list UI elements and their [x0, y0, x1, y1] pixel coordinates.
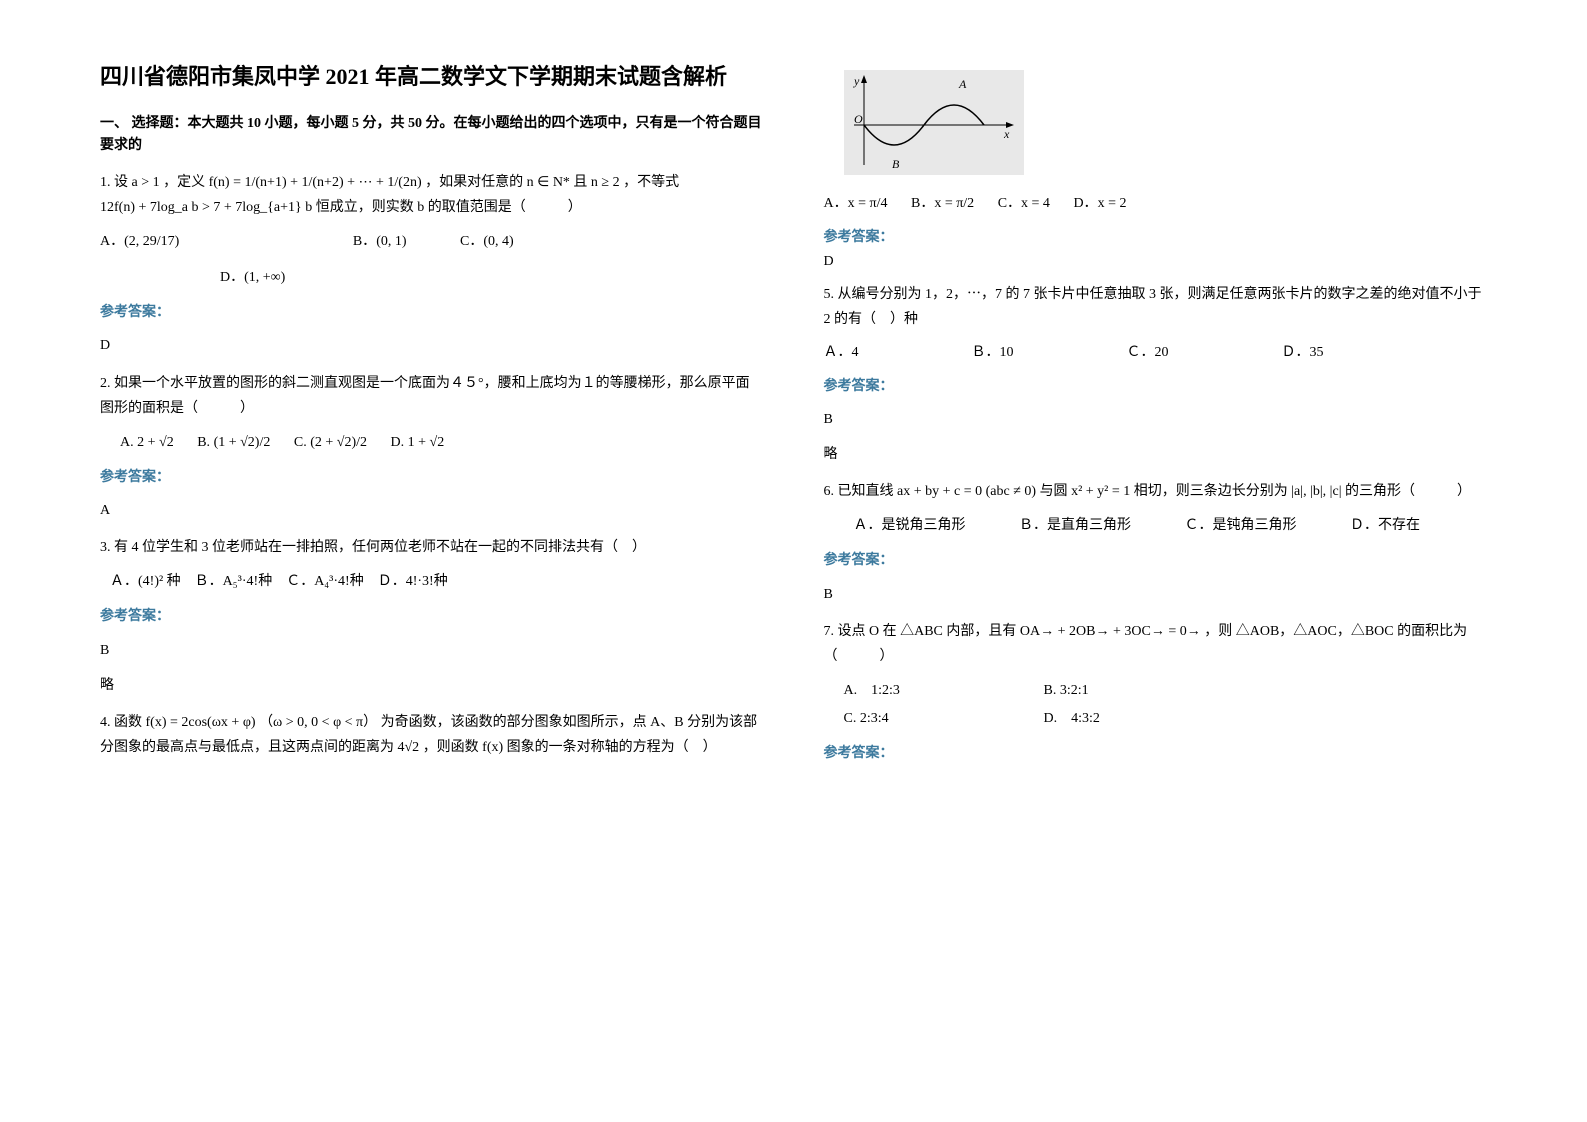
q1-optD: D．(1, +∞) [220, 270, 285, 285]
question-3: 3. 有 4 位学生和 3 位老师站在一排拍照，任何两位老师不站在一起的不同排法… [100, 535, 764, 698]
q7-optD: D. 4:3:2 [1044, 705, 1244, 733]
q6-line: ax + by + c = 0 (abc ≠ 0) [897, 484, 1036, 499]
q2-optB: B. (1 + √2)/2 [197, 429, 270, 457]
q6-circle: x² + y² = 1 [1071, 484, 1130, 499]
q6-mid2: 相切，则三条边长分别为 [1134, 484, 1288, 499]
sine-graph-svg: y x O A B [844, 70, 1024, 175]
q6-end: 的三角形（ ） [1345, 484, 1471, 499]
q7-options: A. 1:2:3 B. 3:2:1 C. 2:3:4 D. 4:3:2 [844, 677, 1244, 733]
q2-answer: A [100, 498, 764, 523]
q7-optB: B. 3:2:1 [1044, 677, 1244, 705]
q4-graph: y x O A B [844, 70, 1488, 180]
question-6: 6. 已知直线 ax + by + c = 0 (abc ≠ 0) 与圆 x² … [824, 479, 1488, 607]
q1-text: 1. 设 a > 1 ，定义 f(n) = 1/(n+1) + 1/(n+2) … [100, 170, 764, 195]
q2-text: 2. 如果一个水平放置的图形的斜二测直观图是一个底面为４５°，腰和上底均为１的等… [100, 371, 764, 421]
q6-optC: Ｃ．是钝角三角形 [1185, 512, 1297, 540]
page-container: 四川省德阳市集凤中学 2021 年高二数学文下学期期末试题含解析 一、 选择题：… [100, 60, 1487, 778]
answer-label: 参考答案： [824, 226, 1488, 246]
q6-optB: Ｂ．是直角三角形 [1019, 512, 1131, 540]
q1-mid3: ，不等式 [623, 175, 679, 190]
q4-dist: 4√2 [398, 740, 420, 755]
q5-options: Ａ．4 Ｂ．10 Ｃ．20 Ｄ．35 [824, 340, 1324, 365]
q4-answer: D [824, 254, 1488, 270]
q2-optC: C. (2 + √2)/2 [294, 429, 367, 457]
left-column: 四川省德阳市集凤中学 2021 年高二数学文下学期期末试题含解析 一、 选择题：… [100, 60, 764, 778]
q7-text: 7. 设点 O 在 △ABC 内部，且有 OA→ + 2OB→ + 3OC→ =… [824, 619, 1488, 669]
q1-pre: 1. 设 [100, 175, 128, 190]
q1-inequality-line: 12f(n) + 7log_a b > 7 + 7log_{a+1} b 恒成立… [100, 195, 764, 220]
answer-label: 参考答案： [100, 300, 764, 325]
q6-text: 6. 已知直线 ax + by + c = 0 (abc ≠ 0) 与圆 x² … [824, 479, 1488, 504]
answer-label: 参考答案： [824, 741, 1488, 766]
q6-pre: 6. 已知直线 [824, 484, 894, 499]
answer-label: 参考答案： [824, 374, 1488, 399]
answer-label: 参考答案： [100, 604, 764, 629]
q1-answer: D [100, 333, 764, 358]
document-title: 四川省德阳市集凤中学 2021 年高二数学文下学期期末试题含解析 [100, 60, 764, 93]
q2-options: A. 2 + √2 B. (1 + √2)/2 C. (2 + √2)/2 D.… [120, 429, 764, 457]
q4-cond: （ω > 0, 0 < φ < π） [259, 715, 377, 730]
q6-optA: Ａ．是锐角三角形 [854, 512, 966, 540]
q4-optB: B．x = π/2 [911, 190, 974, 218]
q6-sides: |a|, |b|, |c| [1291, 484, 1341, 499]
q2-optA: A. 2 + √2 [120, 429, 174, 457]
label-A: A [958, 77, 967, 91]
label-B: B [892, 157, 900, 171]
q3-answer: B [100, 638, 764, 663]
graph-bg [844, 70, 1024, 175]
q1-cond1: a > 1 [132, 175, 160, 190]
label-x: x [1003, 127, 1010, 141]
q1-inequality: 12f(n) + 7log_a b > 7 + 7log_{a+1} b [100, 200, 312, 215]
q6-answer: B [824, 582, 1488, 607]
q4-func: f(x) = 2cos(ωx + φ) [146, 715, 256, 730]
q4-pre: 4. 函数 [100, 715, 142, 730]
section-1-heading: 一、 选择题：本大题共 10 小题，每小题 5 分，共 50 分。在每小题给出的… [100, 113, 764, 158]
question-5: 5. 从编号分别为 1，2，⋯，7 的 7 张卡片中任意抽取 3 张，则满足任意… [824, 282, 1488, 467]
q5-optD: Ｄ．35 [1282, 340, 1324, 365]
q2-optD: D. 1 + √2 [391, 429, 445, 457]
q1-optD-row: D．(1, +∞) [220, 264, 764, 292]
q6-mid1: 与圆 [1040, 484, 1068, 499]
q3-note: 略 [100, 673, 764, 698]
q1-optB: B．(0, 1) [353, 228, 407, 256]
q4-optC: C．x = 4 [998, 190, 1050, 218]
label-y: y [853, 74, 860, 88]
q1-end: 恒成立，则实数 b 的取值范围是（ ） [316, 200, 582, 215]
q4-end: ，则函数 f(x) 图象的一条对称轴的方程为（ ） [423, 740, 717, 755]
q7-vec: OA→ + 2OB→ + 3OC→ = 0→ [1020, 624, 1201, 639]
answer-label: 参考答案： [824, 548, 1488, 573]
q4-optD: D．x = 2 [1073, 190, 1126, 218]
q5-optA: Ａ．4 [824, 340, 859, 365]
q1-optC: C．(0, 4) [460, 228, 514, 256]
q6-options: Ａ．是锐角三角形 Ｂ．是直角三角形 Ｃ．是钝角三角形 Ｄ．不存在 [854, 512, 1488, 540]
q3-options: Ａ．(4!)² 种 Ｂ．A₅³·4!种 Ｃ．A₄³·4!种 Ｄ．4!·3!种 [110, 568, 764, 596]
q7-optA: A. 1:2:3 [844, 677, 1044, 705]
right-column: y x O A B A．x = π/4 B．x = π/2 C．x = 4 D．… [824, 60, 1488, 778]
q4-options: A．x = π/4 B．x = π/2 C．x = 4 D．x = 2 [824, 190, 1488, 218]
q4-optA: A．x = π/4 [824, 190, 888, 218]
q1-optA: A．(2, 29/17) [100, 228, 179, 256]
q5-optC: Ｃ．20 [1127, 340, 1169, 365]
question-7: 7. 设点 O 在 △ABC 内部，且有 OA→ + 2OB→ + 3OC→ =… [824, 619, 1488, 767]
q1-mid2: ，如果对任意的 [425, 175, 523, 190]
q1-cond2: n ∈ N* 且 n ≥ 2 [527, 175, 620, 190]
answer-label: 参考答案： [100, 465, 764, 490]
q7-pre: 7. 设点 O 在 △ABC 内部，且有 [824, 624, 1017, 639]
q1-formula: f(n) = 1/(n+1) + 1/(n+2) + ⋯ + 1/(2n) [209, 175, 422, 190]
question-2: 2. 如果一个水平放置的图形的斜二测直观图是一个底面为４５°，腰和上底均为１的等… [100, 371, 764, 524]
q5-note: 略 [824, 442, 1488, 467]
q1-options: A．(2, 29/17) B．(0, 1) C．(0, 4) [100, 228, 764, 256]
label-O: O [854, 112, 863, 126]
q5-text: 5. 从编号分别为 1，2，⋯，7 的 7 张卡片中任意抽取 3 张，则满足任意… [824, 282, 1488, 332]
q6-optD: Ｄ．不存在 [1350, 512, 1420, 540]
question-4: 4. 函数 f(x) = 2cos(ωx + φ) （ω > 0, 0 < φ … [100, 710, 764, 760]
q1-mid1: ，定义 [163, 175, 205, 190]
q7-optC: C. 2:3:4 [844, 705, 1044, 733]
q5-optB: Ｂ．10 [972, 340, 1014, 365]
q5-answer: B [824, 407, 1488, 432]
q3-text: 3. 有 4 位学生和 3 位老师站在一排拍照，任何两位老师不站在一起的不同排法… [100, 535, 764, 560]
question-1: 1. 设 a > 1 ，定义 f(n) = 1/(n+1) + 1/(n+2) … [100, 170, 764, 359]
q4-text: 4. 函数 f(x) = 2cos(ωx + φ) （ω > 0, 0 < φ … [100, 710, 764, 760]
